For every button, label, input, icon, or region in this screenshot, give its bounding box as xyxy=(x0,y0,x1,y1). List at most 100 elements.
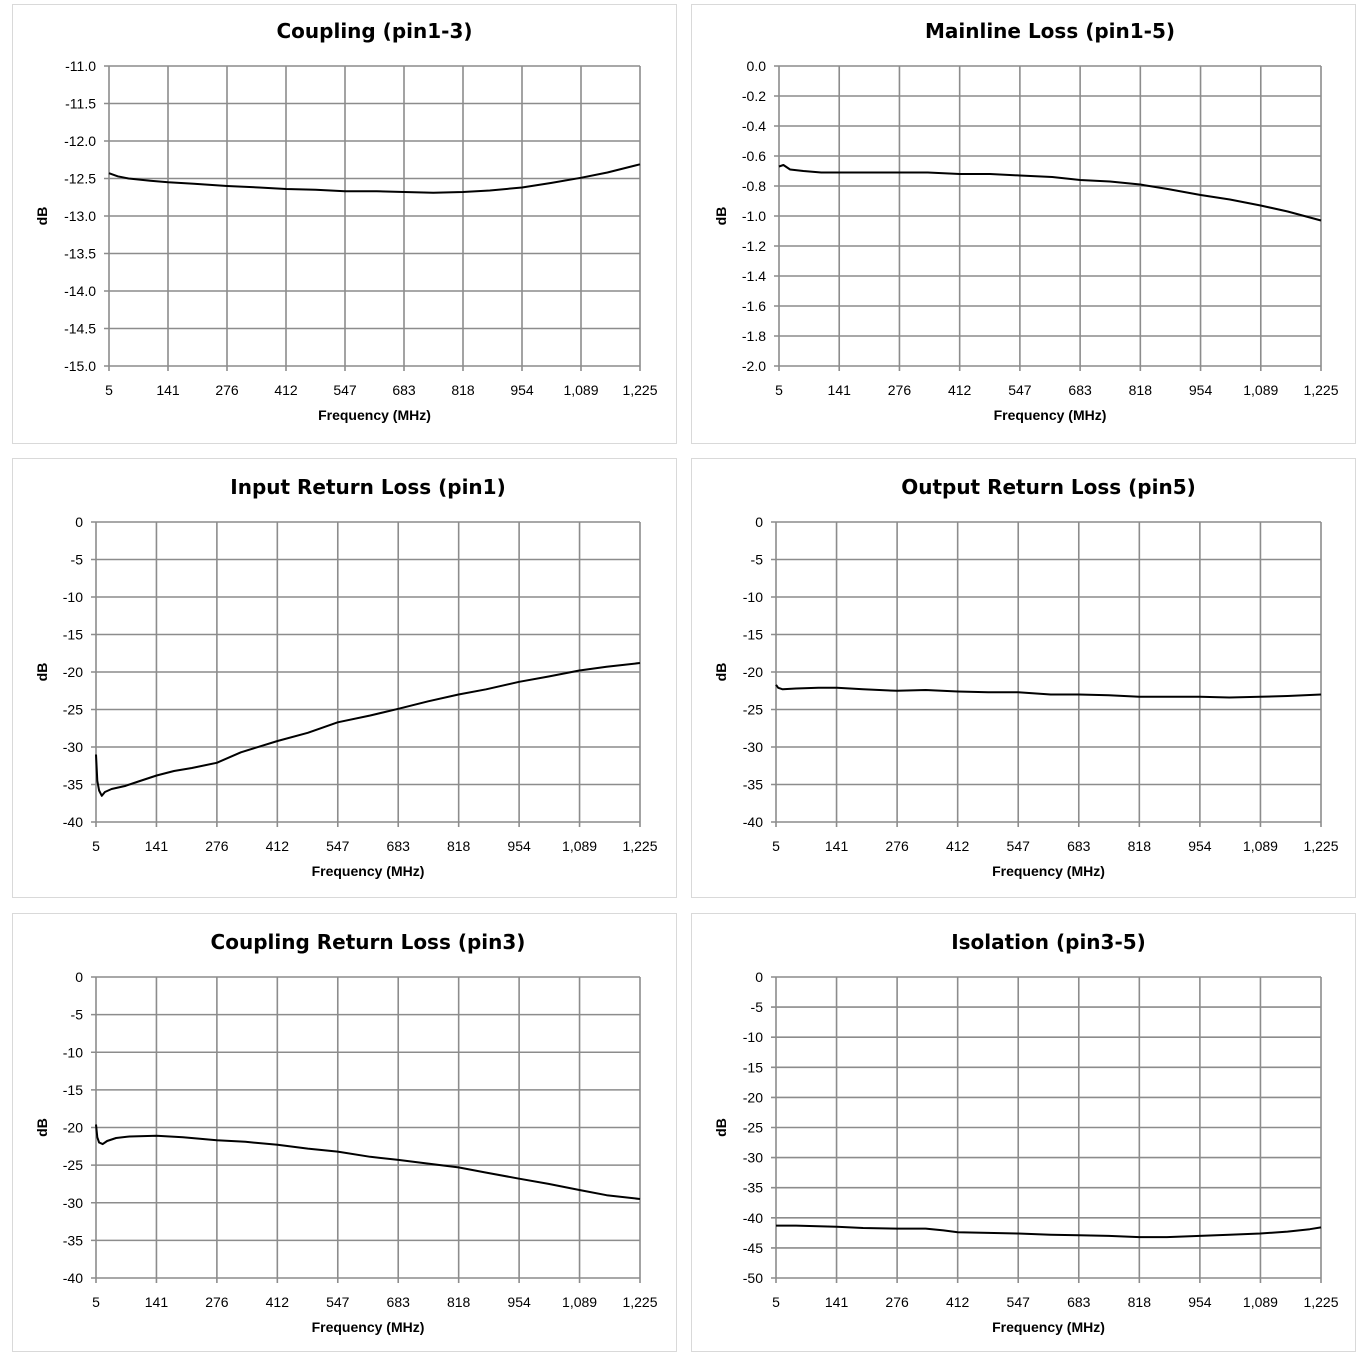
x-tick-label: 818 xyxy=(1128,838,1152,854)
chart-svg: Isolation (pin3-5) 5 141 276 412 547 683 818 954… xyxy=(713,930,1339,1335)
y-tick-label: -0.4 xyxy=(742,118,766,134)
x-tick-label: 1,089 xyxy=(562,838,597,854)
y-tick-label: -25 xyxy=(63,702,83,718)
x-tick-label: 276 xyxy=(888,382,912,398)
y-axis-label: dB xyxy=(713,663,729,682)
x-tick-label: 412 xyxy=(266,838,290,854)
y-tick-label: -12.5 xyxy=(64,171,96,187)
y-tick-label: -20 xyxy=(63,1120,83,1136)
y-tick-label: -30 xyxy=(63,739,83,755)
x-tick-label: 683 xyxy=(1067,1294,1091,1310)
y-axis-label: dB xyxy=(34,207,50,226)
x-tick-label: 141 xyxy=(825,1294,849,1310)
y-tick-label: -25 xyxy=(743,1120,763,1136)
x-tick-label: 818 xyxy=(447,1294,471,1310)
y-tick-label: -14.0 xyxy=(64,283,96,299)
x-tick-label: 141 xyxy=(825,838,849,854)
y-tick-label: -20 xyxy=(743,664,763,680)
chart-svg: Coupling (pin1-3) 5 141 276 412 547 683 818 954 1… xyxy=(34,19,658,423)
x-tick-label: 141 xyxy=(156,382,180,398)
x-tick-label: 547 xyxy=(326,838,350,854)
y-tick-label: -40 xyxy=(743,814,763,830)
x-tick-label: 954 xyxy=(1189,382,1213,398)
y-axis-label: dB xyxy=(713,207,729,226)
y-tick-label: -0.6 xyxy=(742,148,766,164)
y-tick-label: -13.5 xyxy=(64,246,96,262)
y-tick-label: -15.0 xyxy=(64,358,96,374)
x-tick-label: 547 xyxy=(1007,838,1031,854)
x-tick-label: 818 xyxy=(1129,382,1153,398)
chart-panel-output-return-loss: Output Return Loss (pin5) 5 141 276 412 547 68… xyxy=(691,458,1356,898)
x-axis-label: Frequency (MHz) xyxy=(992,863,1105,879)
chart-panel-input-return-loss: Input Return Loss (pin1) 5 141 276 412 547 683… xyxy=(12,458,677,898)
x-tick-label: 412 xyxy=(946,1294,970,1310)
y-tick-label: -10 xyxy=(743,589,763,605)
x-tick-label: 412 xyxy=(948,382,972,398)
y-tick-label: -1.0 xyxy=(742,208,766,224)
x-tick-label: 683 xyxy=(387,838,411,854)
y-axis-label: dB xyxy=(34,1118,50,1137)
x-tick-label: 276 xyxy=(885,1294,909,1310)
x-axis-label: Frequency (MHz) xyxy=(312,1319,425,1335)
chart-title: Mainline Loss (pin1-5) xyxy=(925,19,1175,43)
x-tick-label: 276 xyxy=(215,382,239,398)
y-tick-label: -20 xyxy=(63,664,83,680)
x-tick-label: 141 xyxy=(828,382,852,398)
x-tick-label: 1,089 xyxy=(563,382,598,398)
x-tick-label: 1,225 xyxy=(1303,382,1338,398)
y-tick-label: -15 xyxy=(743,1059,763,1075)
x-tick-label: 818 xyxy=(451,382,475,398)
series-line xyxy=(95,662,641,797)
chart-title: Isolation (pin3-5) xyxy=(951,930,1146,954)
y-tick-label: -35 xyxy=(63,1232,83,1248)
x-tick-label: 5 xyxy=(775,382,783,398)
x-axis-label: Frequency (MHz) xyxy=(994,407,1107,423)
series-line xyxy=(776,1224,1322,1239)
y-tick-label: -0.2 xyxy=(742,88,766,104)
y-tick-label: -14.5 xyxy=(64,321,96,337)
y-tick-label: -11.5 xyxy=(65,96,96,112)
x-tick-label: 1,089 xyxy=(1243,1294,1278,1310)
chart-title: Coupling (pin1-3) xyxy=(276,19,472,43)
x-tick-label: 412 xyxy=(266,1294,290,1310)
y-tick-label: -5 xyxy=(71,552,84,568)
y-axis-label: dB xyxy=(713,1118,729,1137)
y-tick-label: -35 xyxy=(63,777,83,793)
y-tick-label: 0 xyxy=(755,969,763,985)
chart-title: Output Return Loss (pin5) xyxy=(901,475,1196,499)
y-tick-label: -10 xyxy=(743,1029,763,1045)
series-line xyxy=(775,684,1322,699)
y-tick-label: 0 xyxy=(75,969,83,985)
x-tick-label: 1,089 xyxy=(1243,382,1278,398)
x-tick-label: 5 xyxy=(772,1294,780,1310)
y-tick-label: -40 xyxy=(63,1270,83,1286)
x-tick-label: 683 xyxy=(392,382,416,398)
y-tick-label: -5 xyxy=(751,552,764,568)
series-line xyxy=(778,164,1322,222)
chart-title: Coupling Return Loss (pin3) xyxy=(211,930,526,954)
y-tick-label: -40 xyxy=(743,1210,763,1226)
x-tick-label: 954 xyxy=(1188,838,1212,854)
series-line xyxy=(108,163,641,194)
x-axis-label: Frequency (MHz) xyxy=(992,1319,1105,1335)
y-tick-label: -30 xyxy=(63,1195,83,1211)
y-tick-label: 0 xyxy=(75,514,83,530)
y-tick-label: -1.6 xyxy=(742,298,766,314)
x-tick-label: 547 xyxy=(326,1294,350,1310)
x-tick-label: 276 xyxy=(205,838,229,854)
y-axis-label: dB xyxy=(34,663,50,682)
x-axis-label: Frequency (MHz) xyxy=(312,863,425,879)
y-tick-label: -30 xyxy=(743,1150,763,1166)
x-tick-label: 954 xyxy=(507,1294,531,1310)
x-tick-label: 141 xyxy=(145,1294,169,1310)
x-tick-label: 412 xyxy=(946,838,970,854)
y-tick-label: -11.0 xyxy=(65,58,96,74)
x-tick-label: 1,225 xyxy=(622,382,657,398)
y-tick-label: -5 xyxy=(71,1007,84,1023)
chart-svg: Mainline Loss (pin1-5) 5 141 276 412 547 683 81… xyxy=(713,19,1339,423)
x-tick-label: 954 xyxy=(1188,1294,1212,1310)
y-tick-label: -15 xyxy=(743,627,763,643)
y-tick-label: -30 xyxy=(743,739,763,755)
x-tick-label: 5 xyxy=(92,1294,100,1310)
y-tick-label: -5 xyxy=(751,999,764,1015)
